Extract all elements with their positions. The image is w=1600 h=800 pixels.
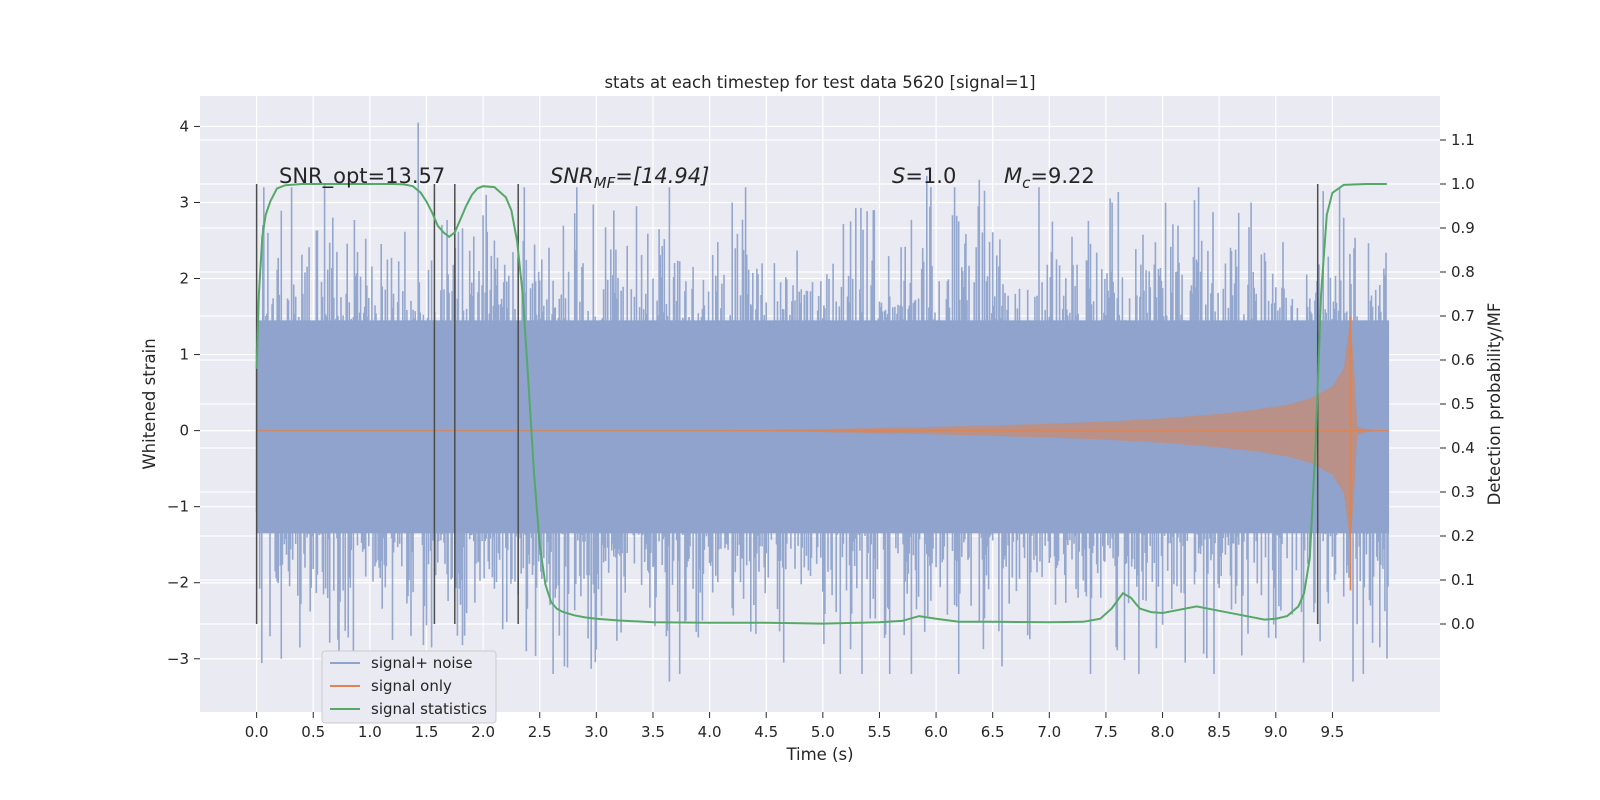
tick-label-bottom-6: 3.0 xyxy=(584,723,608,741)
annotation-mc-rest: =9.22 xyxy=(1030,164,1094,188)
tick-label-left-3: 0 xyxy=(179,422,189,440)
tick-label-right-11: 1.1 xyxy=(1451,131,1475,149)
y-axis-label-right: Detection probability/MF xyxy=(1485,303,1504,506)
left-axis: −3 −2 −1 0 1 2 3 4 xyxy=(167,117,200,668)
tick-label-bottom-2: 1.0 xyxy=(358,723,382,741)
tick-label-left-4: 1 xyxy=(179,346,189,364)
tick-label-right-4: 0.4 xyxy=(1451,439,1475,457)
tick-label-bottom-7: 3.5 xyxy=(641,723,665,741)
tick-label-bottom-11: 5.5 xyxy=(868,723,892,741)
statistics-series xyxy=(255,183,1387,625)
legend: signal+ noise signal only signal statist… xyxy=(321,650,497,724)
annotation-snr-opt: SNR_opt=13.57 xyxy=(279,164,445,189)
tick-label-bottom-16: 8.0 xyxy=(1151,723,1175,741)
tick-label-left-2: −1 xyxy=(167,498,189,516)
tick-label-bottom-17: 8.5 xyxy=(1207,723,1231,741)
tick-label-bottom-5: 2.5 xyxy=(528,723,552,741)
tick-label-right-3: 0.3 xyxy=(1451,483,1475,501)
tick-label-bottom-4: 2.0 xyxy=(471,723,495,741)
tick-label-right-1: 0.1 xyxy=(1451,571,1475,589)
tick-label-left-0: −3 xyxy=(167,650,189,668)
annotation-mc-sub: c xyxy=(1022,174,1031,192)
x-axis-label: Time (s) xyxy=(785,745,853,764)
annotation-snr-mf-rest: =[14.94] xyxy=(615,164,709,188)
tick-label-right-6: 0.6 xyxy=(1451,351,1475,369)
legend-label-signal: signal only xyxy=(371,677,452,695)
tick-label-bottom-8: 4.0 xyxy=(698,723,722,741)
tick-label-bottom-14: 7.0 xyxy=(1037,723,1061,741)
series-signal-statistics xyxy=(255,183,1387,625)
tick-label-bottom-0: 0.0 xyxy=(245,723,269,741)
annotation-mc-main: M xyxy=(1004,164,1022,188)
annotation-s-rest: =1.0 xyxy=(905,164,956,188)
chart-title: stats at each timestep for test data 562… xyxy=(604,73,1035,92)
signal-only-series xyxy=(256,316,1390,591)
tick-label-right-9: 0.9 xyxy=(1451,219,1475,237)
legend-label-noise: signal+ noise xyxy=(371,654,473,672)
tick-label-bottom-1: 0.5 xyxy=(301,723,325,741)
legend-box xyxy=(321,650,497,724)
tick-label-left-6: 3 xyxy=(179,193,189,211)
tick-label-bottom-18: 9.0 xyxy=(1264,723,1288,741)
tick-label-left-7: 4 xyxy=(179,117,189,135)
tick-label-bottom-9: 4.5 xyxy=(754,723,778,741)
tick-label-right-5: 0.5 xyxy=(1451,395,1475,413)
bottom-axis: 0.0 0.5 1.0 1.5 2.0 2.5 3.0 3.5 4.0 4.5 5.0 5.5 6.0 6… xyxy=(245,712,1344,741)
tick-label-right-7: 0.7 xyxy=(1451,307,1475,325)
tick-label-left-5: 2 xyxy=(179,270,189,288)
tick-label-right-10: 1.0 xyxy=(1451,175,1475,193)
tick-label-left-1: −2 xyxy=(167,574,189,592)
right-axis: 0.0 0.1 0.2 0.3 0.4 0.5 0.6 0.7 0.8 0.9 1.0 1.1 xyxy=(1440,131,1475,633)
annotation-snr-mf: SNRMF=[14.94] xyxy=(550,164,709,192)
tick-label-right-8: 0.8 xyxy=(1451,263,1475,281)
annotation-snr-mf-sub: MF xyxy=(594,174,616,192)
annotation-s-main: S xyxy=(892,164,905,188)
tick-label-bottom-3: 1.5 xyxy=(415,723,439,741)
tick-label-bottom-15: 7.5 xyxy=(1094,723,1118,741)
y-axis-label-left: Whitened strain xyxy=(140,338,159,469)
tick-label-bottom-19: 9.5 xyxy=(1320,723,1344,741)
tick-label-right-2: 0.2 xyxy=(1451,527,1475,545)
tick-label-bottom-12: 6.0 xyxy=(924,723,948,741)
tick-label-bottom-10: 5.0 xyxy=(811,723,835,741)
legend-label-statistics: signal statistics xyxy=(371,700,487,718)
tick-label-right-0: 0.0 xyxy=(1451,615,1475,633)
tick-label-bottom-13: 6.5 xyxy=(981,723,1005,741)
annotation-s: S=1.0 xyxy=(892,164,956,188)
annotation-snr-mf-main: SNR xyxy=(550,164,594,188)
annotation-mc: Mc=9.22 xyxy=(1004,164,1095,192)
